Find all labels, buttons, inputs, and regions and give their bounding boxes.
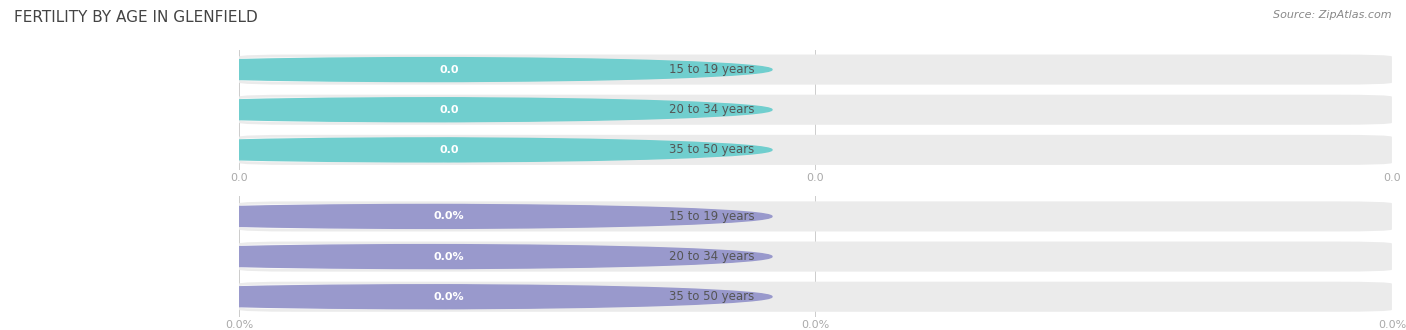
FancyBboxPatch shape xyxy=(419,97,479,122)
FancyBboxPatch shape xyxy=(419,204,479,229)
Text: 20 to 34 years: 20 to 34 years xyxy=(669,103,755,116)
Text: FERTILITY BY AGE IN GLENFIELD: FERTILITY BY AGE IN GLENFIELD xyxy=(14,10,257,25)
FancyBboxPatch shape xyxy=(240,284,419,309)
Circle shape xyxy=(86,245,772,269)
FancyBboxPatch shape xyxy=(240,204,419,229)
Text: 20 to 34 years: 20 to 34 years xyxy=(669,250,755,263)
FancyBboxPatch shape xyxy=(239,135,1392,165)
FancyBboxPatch shape xyxy=(239,282,1392,312)
Text: Source: ZipAtlas.com: Source: ZipAtlas.com xyxy=(1274,10,1392,20)
FancyBboxPatch shape xyxy=(239,95,1392,125)
FancyBboxPatch shape xyxy=(240,244,419,269)
Text: 0.0%: 0.0% xyxy=(433,251,464,262)
FancyBboxPatch shape xyxy=(419,244,479,269)
Text: 0.0%: 0.0% xyxy=(433,292,464,302)
FancyBboxPatch shape xyxy=(240,57,419,82)
Text: 15 to 19 years: 15 to 19 years xyxy=(669,210,755,223)
FancyBboxPatch shape xyxy=(240,97,419,122)
FancyBboxPatch shape xyxy=(239,54,1392,84)
Text: 15 to 19 years: 15 to 19 years xyxy=(669,63,755,76)
Circle shape xyxy=(86,58,772,82)
Text: 0.0: 0.0 xyxy=(439,105,458,115)
Circle shape xyxy=(86,205,772,228)
FancyBboxPatch shape xyxy=(419,57,479,82)
FancyBboxPatch shape xyxy=(239,201,1392,231)
FancyBboxPatch shape xyxy=(239,242,1392,272)
FancyBboxPatch shape xyxy=(419,137,479,162)
Circle shape xyxy=(86,138,772,162)
Text: 0.0: 0.0 xyxy=(439,65,458,75)
Text: 0.0%: 0.0% xyxy=(433,212,464,221)
Text: 35 to 50 years: 35 to 50 years xyxy=(669,143,754,156)
Circle shape xyxy=(86,285,772,309)
Text: 35 to 50 years: 35 to 50 years xyxy=(669,290,754,303)
Text: 0.0: 0.0 xyxy=(439,145,458,155)
FancyBboxPatch shape xyxy=(240,137,419,162)
FancyBboxPatch shape xyxy=(419,284,479,309)
Circle shape xyxy=(86,98,772,122)
